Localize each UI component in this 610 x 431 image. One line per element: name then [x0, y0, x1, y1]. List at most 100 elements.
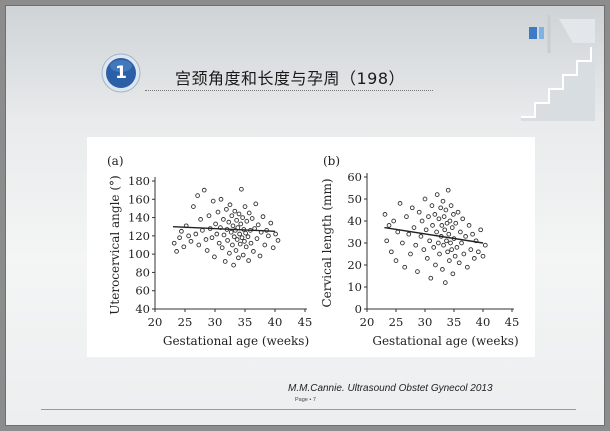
- scatter-point: [237, 231, 242, 237]
- scatter-point: [238, 221, 244, 227]
- scatter-point: [242, 238, 247, 244]
- scatter-point: [245, 234, 251, 240]
- scatter-point: [452, 253, 458, 259]
- x-tick-label: 35: [238, 315, 253, 329]
- scatter-point: [204, 248, 210, 253]
- scatter-point: [424, 256, 430, 261]
- scatter-point: [463, 234, 468, 239]
- scatter-point: [453, 220, 459, 226]
- scatter-point: [402, 264, 408, 270]
- scatter-point: [239, 186, 244, 192]
- scatter-point: [422, 196, 428, 202]
- scatter-point: [248, 240, 254, 246]
- y-tick-label: 140: [128, 211, 150, 225]
- y-tick-label: 20: [347, 258, 362, 272]
- scatter-point: [391, 218, 397, 224]
- scatter-point: [234, 237, 240, 242]
- scatter-point: [254, 236, 260, 241]
- scatter-point: [174, 249, 179, 254]
- scatter-point: [400, 240, 405, 246]
- scatter-point: [193, 231, 199, 237]
- footer-rule: [41, 409, 576, 410]
- page-number: Page • 7: [295, 397, 316, 403]
- scatter-point: [203, 237, 209, 242]
- scatter-point: [213, 221, 218, 227]
- scatter-point: [444, 238, 449, 244]
- scatter-point: [445, 187, 451, 193]
- scatter-point: [470, 231, 475, 237]
- scatter-point: [418, 234, 424, 239]
- scatter-point: [432, 212, 438, 217]
- scatter-point: [268, 220, 274, 226]
- scatter-point: [212, 254, 217, 260]
- scatter-point: [386, 223, 392, 228]
- scatter-point: [408, 251, 413, 257]
- scatter-point: [413, 242, 419, 248]
- scatter-point: [445, 249, 450, 255]
- scatter-point: [404, 214, 409, 219]
- scatter-point: [406, 231, 412, 237]
- scatter-point: [446, 231, 452, 237]
- scatter-point: [273, 231, 278, 237]
- scatter-point: [221, 217, 226, 222]
- scatter-point: [450, 271, 456, 277]
- staircase-decoration: [521, 15, 595, 121]
- scatter-point: [216, 240, 222, 246]
- scatter-point: [440, 267, 445, 272]
- trend-line: [172, 226, 276, 232]
- scatter-point: [419, 218, 425, 224]
- scatter-point: [224, 206, 229, 212]
- scatter-point: [478, 227, 484, 233]
- scatter-point: [260, 214, 266, 220]
- scatter-point: [232, 208, 238, 214]
- scatter-point: [171, 240, 177, 246]
- scatter-point: [240, 215, 245, 220]
- scatter-point: [206, 213, 212, 219]
- scatter-point: [384, 238, 390, 244]
- scatter-point: [442, 280, 448, 285]
- scatter-point: [275, 238, 281, 243]
- scatter-point: [234, 217, 239, 223]
- x-tick-label: 35: [447, 315, 462, 329]
- scatter-point: [434, 192, 440, 197]
- x-tick-label: 45: [505, 315, 520, 329]
- scatter-point: [236, 211, 242, 217]
- scatter-point: [236, 255, 241, 261]
- scatter-point: [231, 234, 237, 240]
- scatter-point: [240, 252, 246, 258]
- scatter-point: [459, 240, 464, 246]
- x-tick-label: 25: [178, 315, 193, 329]
- scatter-point: [227, 202, 233, 208]
- chart-b: (b) 0 10 20 30 40 50 60 20 25 30 35 40 45 Gestational …: [320, 154, 519, 348]
- scatter-point: [209, 235, 215, 241]
- scatter-point: [266, 233, 271, 239]
- scatter-point: [451, 212, 456, 217]
- y-tick-label: 60: [135, 284, 150, 298]
- scatter-point: [435, 240, 441, 246]
- scatter-point: [257, 253, 263, 259]
- x-tick-label: 40: [476, 315, 491, 329]
- scatter-point: [218, 196, 224, 202]
- scatter-point: [397, 201, 403, 206]
- scatter-point: [438, 205, 444, 211]
- scatter-point: [181, 244, 187, 250]
- scatter-point: [441, 242, 446, 248]
- scatter-point: [382, 212, 388, 217]
- scatter-point: [443, 207, 449, 213]
- scatter-point: [195, 193, 200, 198]
- x-tick-label: 25: [389, 315, 404, 329]
- scatter-point: [239, 235, 245, 241]
- scatter-point: [188, 238, 194, 244]
- scatter-point: [426, 214, 431, 219]
- scatter-point: [448, 203, 454, 208]
- scatter-point: [461, 251, 467, 257]
- x-axis-label: Gestational age (weeks): [372, 334, 518, 348]
- panel-label: (b): [323, 154, 340, 168]
- scatter-point: [246, 258, 251, 263]
- scatter-point: [196, 242, 202, 248]
- scatter-point: [255, 222, 261, 228]
- scatter-point: [471, 256, 477, 261]
- scatter-point: [198, 217, 203, 222]
- trend-line: [384, 226, 484, 244]
- scatter-point: [200, 228, 205, 233]
